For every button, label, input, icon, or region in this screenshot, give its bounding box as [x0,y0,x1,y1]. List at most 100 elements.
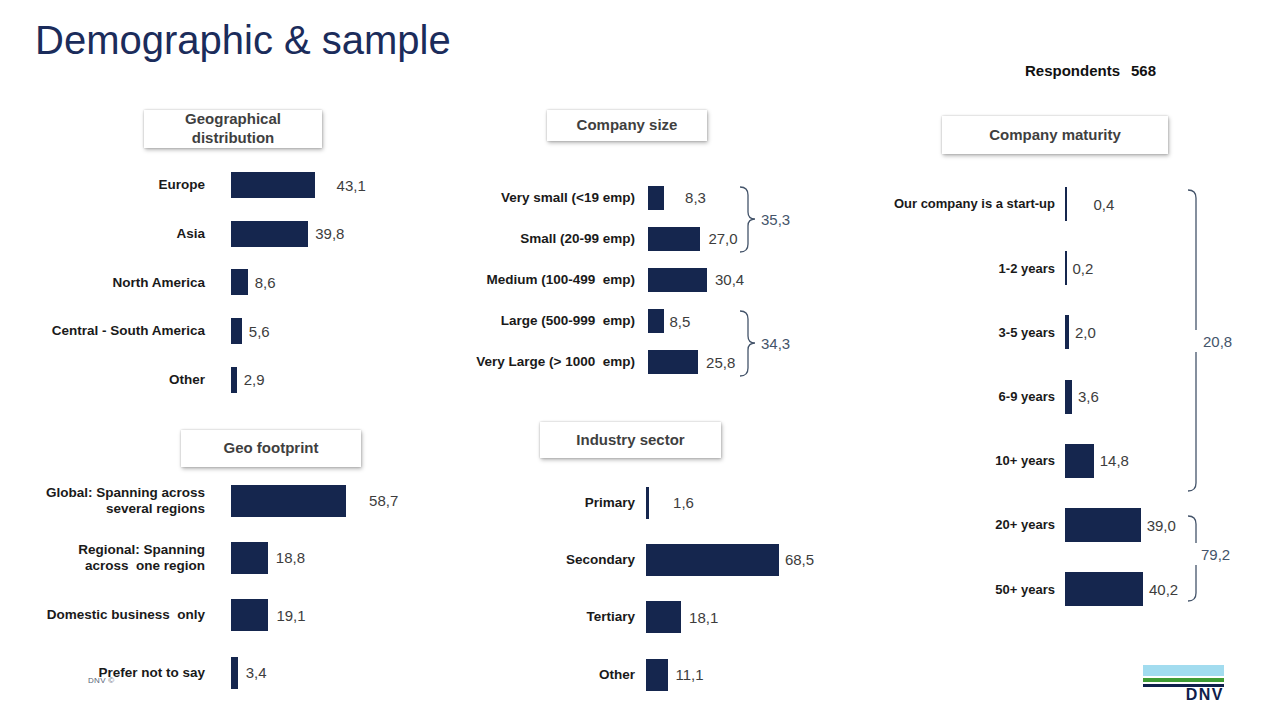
category-label: 50+ years [875,582,1055,597]
value-label: 18,1 [689,609,718,626]
chart-row: Very Large (> 1000 emp)25,8 [460,342,744,383]
chart-row: Primary1,6 [460,474,814,531]
bar [1065,444,1094,478]
bar [1065,315,1069,349]
bar [648,309,664,333]
chart-header-company-size: Company size [547,110,707,141]
bar [1065,508,1141,542]
value-label: 5,6 [249,323,270,340]
value-label: 2,9 [244,371,265,388]
chart-row: Central - South America 5,6 [30,307,366,356]
value-label: 27,0 [708,230,737,247]
chart-row: Asia 39,8 [30,210,366,259]
category-label: Other [30,372,205,388]
bracket-value-company-size-small: 35,3 [761,211,790,228]
logo-sky-band [1143,665,1224,676]
value-label: 30,4 [715,271,744,288]
bar [231,172,315,198]
category-label: Our company is a start-up [875,196,1055,211]
value-label: 40,2 [1149,581,1178,598]
respondents-label: Respondents [1025,62,1120,79]
bracket-maturity-old-bottom [1188,565,1196,601]
chart-row: Europe 43,1 [30,161,366,210]
category-label: 6-9 years [875,389,1055,404]
bracket-maturity-young-top [1188,190,1196,330]
value-label: 8,3 [685,189,706,206]
bar [646,601,681,633]
chart-row: Small (20-99 emp) 27,0 [460,218,744,259]
category-label: North America [30,275,205,291]
category-label: 3-5 years [875,325,1055,340]
category-label: Asia [30,226,205,242]
dnv-logo: DNV [1143,665,1224,703]
category-label: Secondary [460,552,635,568]
bar [231,269,248,295]
category-label: Very small (<19 emp) [460,190,635,206]
logo-green-band [1143,678,1224,682]
bracket-value-maturity-old: 79,2 [1201,546,1230,563]
category-label: Europe [30,177,205,193]
category-label: Very Large (> 1000 emp) [460,354,635,370]
page-title: Demographic & sample [35,18,451,63]
logo-wordmark: DNV [1143,687,1224,703]
bar [231,599,268,631]
chart-row: Prefer not to say3,4 [30,644,398,701]
chart-header-company-maturity: Company maturity [942,116,1168,154]
value-label: 19,1 [276,607,305,624]
bar [646,544,779,576]
category-label: Central - South America [30,323,205,339]
category-label: 1-2 years [875,261,1055,276]
chart-row: 1-2 years 0,2 [875,236,1178,300]
bar [1065,572,1143,606]
chart-row: Our company is a start-up 0,4 [875,172,1178,236]
chart-company-maturity: Our company is a start-up 0,4 1-2 years 0,2… [875,172,1178,621]
chart-row: Very small (<19 emp) 8,3 [460,177,744,218]
value-label: 0,4 [1094,196,1115,213]
copyright-text: DNV © [88,676,115,685]
category-label: 10+ years [875,453,1055,468]
chart-row: Secondary68,5 [460,531,814,588]
value-label: 0,2 [1073,260,1094,277]
chart-header-industry-sector: Industry sector [540,422,721,458]
bar [1065,380,1072,414]
chart-header-geo-footprint: Geo footprint [181,430,361,467]
value-label: 39,0 [1147,517,1176,534]
category-label: Medium (100-499 emp) [460,272,635,288]
chart-row: 50+ years 40,2 [875,557,1178,621]
chart-header-geographical-distribution: Geographical distribution [144,110,322,148]
category-label: Large (500-999 emp) [460,313,635,329]
chart-row: 3-5 years 2,0 [875,300,1178,364]
category-label: Other [460,667,635,683]
chart-row: Other 2,9 [30,355,366,404]
bracket-maturity-young-bottom [1188,352,1196,491]
bar [648,268,707,292]
respondents-count: Respondents 568 [1025,62,1156,79]
bar [1065,251,1067,285]
chart-row: 20+ years 39,0 [875,493,1178,557]
category-label: Global: Spanning across several regions [30,485,205,517]
value-label: 43,1 [337,177,366,194]
value-label: 2,0 [1075,324,1096,341]
category-label: Small (20-99 emp) [460,231,635,247]
bar [648,227,700,251]
bar [1065,187,1067,221]
category-label: Tertiary [460,609,635,625]
value-label: 1,6 [673,494,694,511]
chart-company-size: Very small (<19 emp) 8,3 Small (20-99 emp)… [460,177,744,383]
chart-row: Medium (100-499 emp) 30,4 [460,259,744,300]
value-label: 8,6 [255,274,276,291]
value-label: 18,8 [276,549,305,566]
category-label: Prefer not to say [30,665,205,681]
bracket-value-maturity-young: 20,8 [1203,333,1232,350]
chart-row: Global: Spanning across several regions5… [30,472,398,529]
category-label: 20+ years [875,517,1055,532]
value-label: 11,1 [676,666,704,683]
category-label: Regional: Spanning across one region [30,542,205,574]
chart-row: Large (500-999 emp)8,5 [460,301,744,342]
chart-row: Other 11,1 [460,646,814,703]
bar [231,221,308,247]
bar [646,659,668,691]
bar [648,350,698,374]
chart-row: 10+ years14,8 [875,429,1178,493]
value-label: 39,8 [315,225,344,242]
